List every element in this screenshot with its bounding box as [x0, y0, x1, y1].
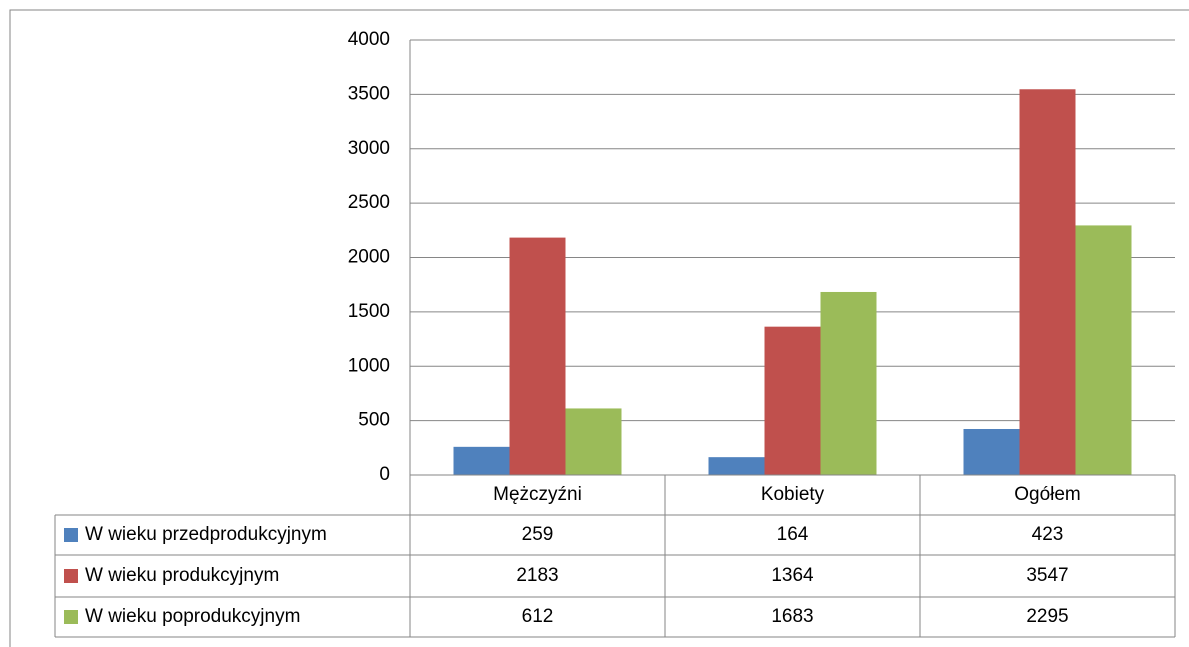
- y-tick-label: 3000: [348, 138, 390, 159]
- table-value: 2295: [1026, 606, 1068, 627]
- table-value: 1683: [771, 606, 813, 627]
- table-value: 612: [522, 606, 554, 627]
- bar: [963, 428, 1020, 475]
- table-value: 423: [1032, 524, 1064, 545]
- table-value: 3547: [1026, 565, 1068, 586]
- x-tick-label: Mężczyźni: [493, 484, 582, 505]
- y-tick-label: 2500: [348, 192, 390, 213]
- bar: [820, 291, 877, 475]
- table-value: 2183: [516, 565, 558, 586]
- legend-key: [64, 528, 78, 542]
- bar: [764, 326, 821, 475]
- bar: [1075, 225, 1132, 475]
- y-tick-label: 500: [358, 410, 390, 431]
- y-tick-label: 3500: [348, 83, 390, 104]
- legend-label: W wieku przedprodukcyjnym: [85, 524, 327, 545]
- bar: [708, 457, 765, 475]
- y-tick-label: 1500: [348, 301, 390, 322]
- legend-key: [64, 569, 78, 583]
- bar: [509, 237, 566, 475]
- x-tick-label: Ogółem: [1014, 484, 1081, 505]
- table-value: 164: [777, 524, 809, 545]
- chart-frame: [9, 9, 1189, 647]
- bar: [453, 446, 510, 475]
- y-tick-label: 4000: [348, 29, 390, 50]
- y-tick-label: 0: [379, 464, 390, 485]
- legend-label: W wieku produkcyjnym: [85, 565, 279, 586]
- bar: [1019, 89, 1076, 476]
- table-value: 259: [522, 524, 554, 545]
- x-tick-label: Kobiety: [761, 484, 825, 505]
- bar: [565, 408, 622, 475]
- y-tick-label: 2000: [348, 247, 390, 268]
- table-value: 1364: [771, 565, 814, 586]
- legend-key: [64, 610, 78, 624]
- legend-label: W wieku poprodukcyjnym: [85, 606, 300, 627]
- y-tick-label: 1000: [348, 355, 390, 376]
